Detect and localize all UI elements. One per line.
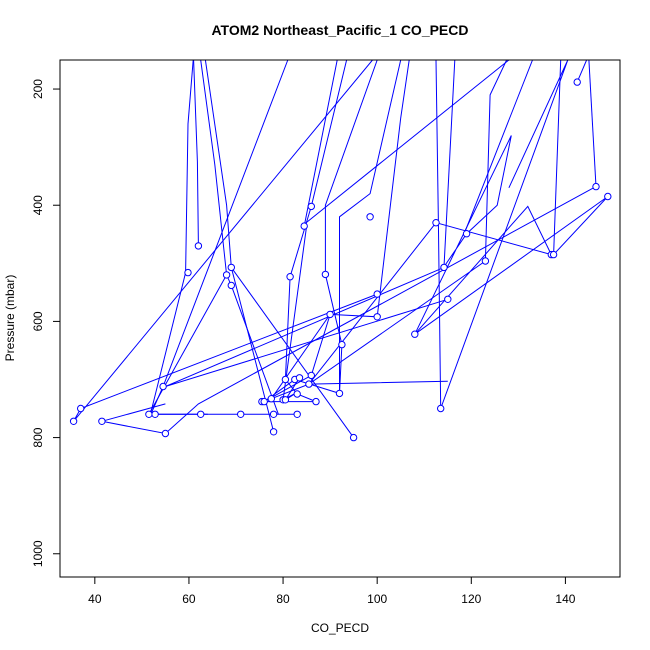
data-point-24	[267, 395, 275, 403]
data-point-28	[281, 375, 290, 384]
data-point-16	[161, 429, 170, 438]
profile-line-11	[165, 266, 448, 387]
data-point-5	[227, 281, 236, 290]
data-point-12	[159, 382, 167, 391]
y-tick-label-200: 200	[31, 79, 45, 99]
x-tick-label-140: 140	[555, 592, 575, 606]
data-point-49	[549, 250, 558, 259]
data-point-21	[440, 263, 448, 272]
plot-frame	[59, 59, 621, 578]
y-tick-label-400: 400	[31, 195, 45, 215]
profile-line-9	[73, 60, 378, 422]
data-point-17	[349, 433, 358, 442]
profile-line-22	[463, 60, 533, 234]
data-point-15	[98, 417, 106, 425]
data-point-2	[194, 242, 203, 250]
profile-line-20	[576, 60, 588, 83]
data-point-25	[305, 380, 313, 388]
data-point-34	[335, 389, 344, 398]
data-point-33	[366, 213, 374, 221]
chart-title: ATOM2 Northeast_Pacific_1 CO_PECD	[211, 22, 468, 38]
data-point-14	[77, 404, 85, 413]
data-point-29	[293, 390, 301, 398]
profile-line-21	[588, 60, 597, 187]
data-point-52	[573, 78, 581, 86]
data-point-42	[295, 374, 304, 382]
data-point-13	[69, 417, 78, 425]
x-tick-label-100: 100	[367, 592, 387, 606]
x-axis: 40 60 80 100 120 140	[88, 576, 576, 606]
plot-area	[69, 60, 612, 442]
data-point-37	[321, 270, 330, 279]
x-tick-label-120: 120	[461, 592, 481, 606]
data-point-39	[300, 222, 308, 230]
profile-line-16	[282, 60, 338, 401]
profile-line-23	[301, 60, 510, 227]
data-point-44	[411, 330, 419, 338]
data-point-18	[269, 428, 278, 436]
profile-line-5	[148, 274, 298, 415]
y-tick-label-800: 800	[31, 427, 45, 447]
data-point-6	[145, 410, 153, 418]
data-point-23	[326, 310, 334, 319]
data-point-10	[269, 410, 278, 418]
profile-line-13	[261, 60, 348, 403]
profile-line-14	[263, 60, 402, 403]
data-point-32	[260, 397, 268, 406]
y-axis-label: Pressure (mbar)	[3, 275, 17, 362]
data-point-26	[307, 202, 315, 211]
x-tick-label-80: 80	[276, 592, 290, 606]
data-point-41	[281, 396, 290, 404]
profile-line-2	[193, 60, 199, 246]
profile-line-15	[324, 60, 378, 394]
profile-line-18	[435, 60, 569, 409]
x-tick-label-40: 40	[88, 592, 102, 606]
data-point-36	[307, 371, 315, 380]
data-point-9	[237, 410, 245, 418]
data-point-30	[312, 397, 320, 406]
data-point-8	[197, 410, 205, 418]
data-point-43	[462, 230, 471, 238]
data-point-38	[338, 340, 346, 349]
profile-line-1	[185, 60, 194, 273]
data-point-4	[227, 263, 236, 272]
profile-line-7	[150, 60, 289, 414]
y-tick-label-600: 600	[31, 311, 45, 331]
data-point-51	[592, 182, 600, 191]
x-axis-label: CO_PECD	[311, 621, 369, 635]
profile-line-19	[308, 60, 609, 385]
x-tick-label-60: 60	[182, 592, 196, 606]
profile-line-17	[414, 60, 512, 335]
data-point-46	[481, 257, 490, 265]
data-point-1	[184, 268, 192, 277]
profile-line-4	[204, 60, 275, 432]
data-point-11	[293, 410, 301, 418]
data-point-47	[432, 219, 440, 227]
data-point-45	[437, 404, 445, 413]
y-tick-label-1000: 1000	[31, 540, 45, 567]
data-point-3	[222, 271, 231, 279]
data-point-20	[444, 295, 452, 303]
data-point-7	[151, 410, 159, 418]
profile-line-3	[200, 60, 279, 415]
data-point-27	[286, 273, 294, 281]
data-point-19	[373, 290, 381, 298]
y-axis: 200 400 600 800 1000	[31, 79, 61, 567]
data-point-50	[604, 192, 612, 201]
data-point-22	[373, 313, 381, 321]
